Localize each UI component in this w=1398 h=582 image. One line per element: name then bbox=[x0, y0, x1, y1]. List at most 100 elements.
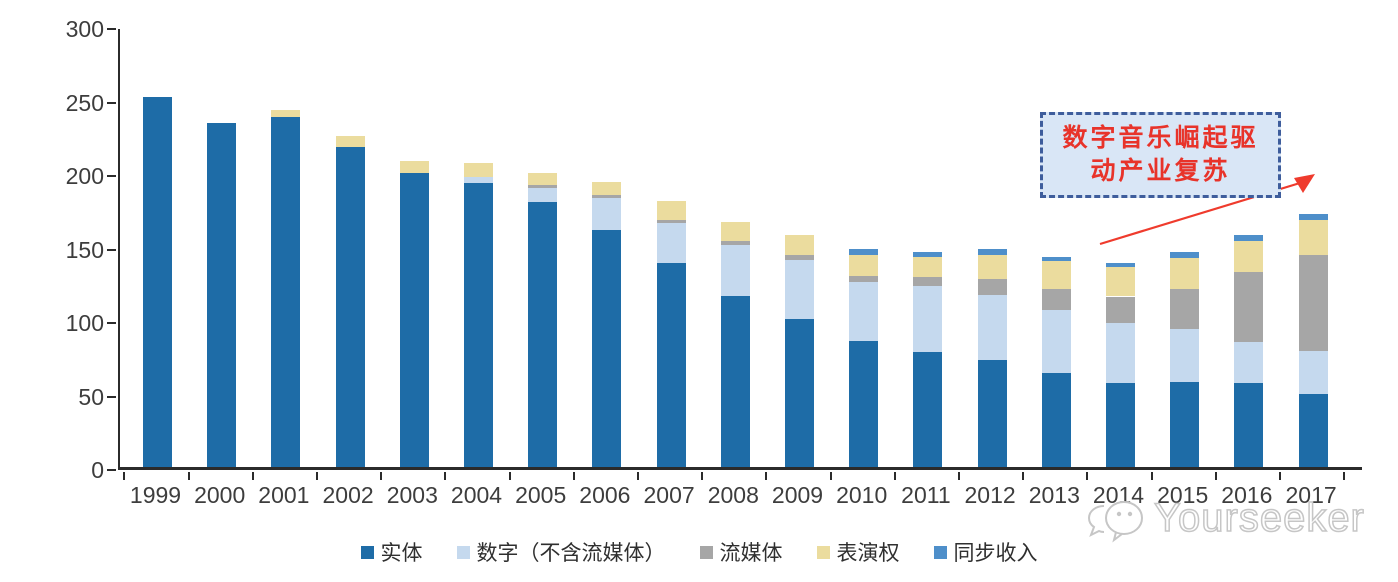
x-axis-tick bbox=[1022, 472, 1025, 480]
bar-2005 bbox=[528, 26, 558, 467]
bar-segment bbox=[656, 220, 686, 223]
bar-segment bbox=[399, 161, 429, 173]
annotation-box: 数字音乐崛起驱 动产业复苏 bbox=[1040, 112, 1281, 198]
bar-segment bbox=[1170, 289, 1200, 329]
bar-segment bbox=[656, 262, 686, 467]
legend-item: 实体 bbox=[360, 537, 423, 567]
bar-segment bbox=[528, 173, 558, 185]
x-axis-tick bbox=[958, 472, 960, 480]
x-axis-tick bbox=[1214, 472, 1217, 480]
bar-segment bbox=[399, 173, 429, 467]
bar-segment bbox=[1041, 261, 1071, 290]
annotation-text-line2: 动产业复苏 bbox=[1090, 157, 1231, 185]
x-axis-label: 2014 bbox=[1092, 482, 1145, 508]
bar-2008 bbox=[720, 26, 750, 467]
bar-segment bbox=[464, 183, 493, 467]
bar-2006 bbox=[592, 26, 622, 467]
bar-segment bbox=[1106, 296, 1135, 323]
bar-segment bbox=[143, 96, 172, 467]
bar-segment bbox=[592, 181, 622, 196]
bar-segment bbox=[464, 177, 493, 184]
bar-segment bbox=[528, 184, 558, 188]
bar-2003 bbox=[399, 26, 429, 467]
bar-segment bbox=[207, 123, 237, 467]
x-axis-tick bbox=[893, 472, 896, 480]
bar-segment bbox=[1041, 309, 1071, 373]
bar-2000 bbox=[207, 26, 237, 467]
x-axis-tick bbox=[251, 472, 254, 480]
bar-2017 bbox=[1298, 26, 1328, 467]
x-axis-tick bbox=[1343, 472, 1346, 480]
bar-segment bbox=[528, 187, 558, 203]
x-axis-label: 2005 bbox=[515, 482, 567, 508]
legend-label: 数字（不含流媒体） bbox=[476, 542, 666, 565]
bar-segment bbox=[1298, 350, 1328, 394]
bar-segment bbox=[271, 109, 301, 118]
x-axis-tick bbox=[508, 472, 511, 480]
bar-2011 bbox=[913, 26, 943, 467]
x-axis-tick bbox=[637, 472, 639, 480]
bar-segment bbox=[271, 117, 301, 467]
x-axis-label: 2016 bbox=[1221, 482, 1273, 508]
annotation-text-line1: 数字音乐崛起驱 bbox=[1062, 124, 1259, 152]
bar-2002 bbox=[335, 26, 365, 467]
bar-segment bbox=[913, 277, 943, 287]
x-axis-tick bbox=[765, 472, 768, 480]
x-axis-tick bbox=[572, 472, 575, 480]
y-axis-tick bbox=[107, 469, 116, 471]
x-axis-label: 2009 bbox=[771, 482, 824, 508]
y-axis-tick bbox=[107, 101, 116, 104]
x-axis-tick bbox=[1086, 472, 1089, 480]
bar-segment bbox=[1170, 252, 1200, 259]
legend-label: 同步收入 bbox=[953, 542, 1038, 565]
bar-segment bbox=[1234, 271, 1264, 343]
bar-segment bbox=[1298, 214, 1328, 221]
x-axis-label: 2003 bbox=[386, 482, 438, 508]
bar-segment bbox=[913, 352, 943, 467]
x-axis-tick bbox=[1150, 472, 1153, 480]
legend-swatch-icon bbox=[360, 545, 374, 559]
legend-label: 表演权 bbox=[836, 542, 900, 565]
x-axis-tick bbox=[187, 472, 190, 480]
bar-2014 bbox=[1106, 26, 1135, 467]
y-axis-label: 150 bbox=[65, 236, 104, 263]
bar-segment bbox=[1041, 372, 1071, 467]
x-axis-label: 2004 bbox=[450, 482, 503, 508]
bar-segment bbox=[849, 249, 879, 256]
bar-segment bbox=[977, 255, 1007, 279]
x-axis-label: 2002 bbox=[322, 482, 374, 508]
bar-segment bbox=[592, 230, 622, 467]
bar-segment bbox=[977, 359, 1007, 467]
x-axis-label: 2017 bbox=[1285, 482, 1337, 508]
plot-area bbox=[118, 29, 1362, 470]
legend-item: 同步收入 bbox=[933, 537, 1038, 567]
legend-label: 流媒体 bbox=[719, 542, 783, 565]
y-axis-tick bbox=[107, 395, 116, 398]
bar-segment bbox=[1234, 240, 1264, 272]
legend-item: 流媒体 bbox=[699, 537, 783, 567]
x-axis-label: 2013 bbox=[1028, 482, 1080, 508]
bar-segment bbox=[656, 222, 686, 263]
bar-segment bbox=[1170, 258, 1200, 290]
bar-2010 bbox=[849, 26, 879, 467]
y-axis-label: 300 bbox=[65, 16, 104, 42]
bar-segment bbox=[1298, 393, 1328, 467]
legend-swatch-icon bbox=[699, 545, 713, 559]
bar-segment bbox=[720, 221, 750, 241]
x-axis-label: 2010 bbox=[836, 482, 888, 508]
x-axis-label: 2012 bbox=[964, 482, 1016, 508]
bar-segment bbox=[1170, 381, 1200, 467]
x-axis-label: 2006 bbox=[579, 482, 631, 508]
bar-segment bbox=[720, 296, 750, 467]
y-axis-tick bbox=[107, 322, 116, 324]
bar-segment bbox=[1234, 234, 1264, 241]
bar-1999 bbox=[143, 26, 172, 467]
bar-segment bbox=[464, 162, 493, 178]
y-axis-tick bbox=[107, 175, 116, 177]
bar-segment bbox=[720, 240, 750, 246]
bar-2001 bbox=[271, 26, 301, 467]
y-axis-label: 0 bbox=[91, 457, 104, 483]
bar-segment bbox=[1298, 255, 1328, 351]
legend-label: 实体 bbox=[380, 542, 423, 565]
bar-segment bbox=[528, 202, 558, 467]
